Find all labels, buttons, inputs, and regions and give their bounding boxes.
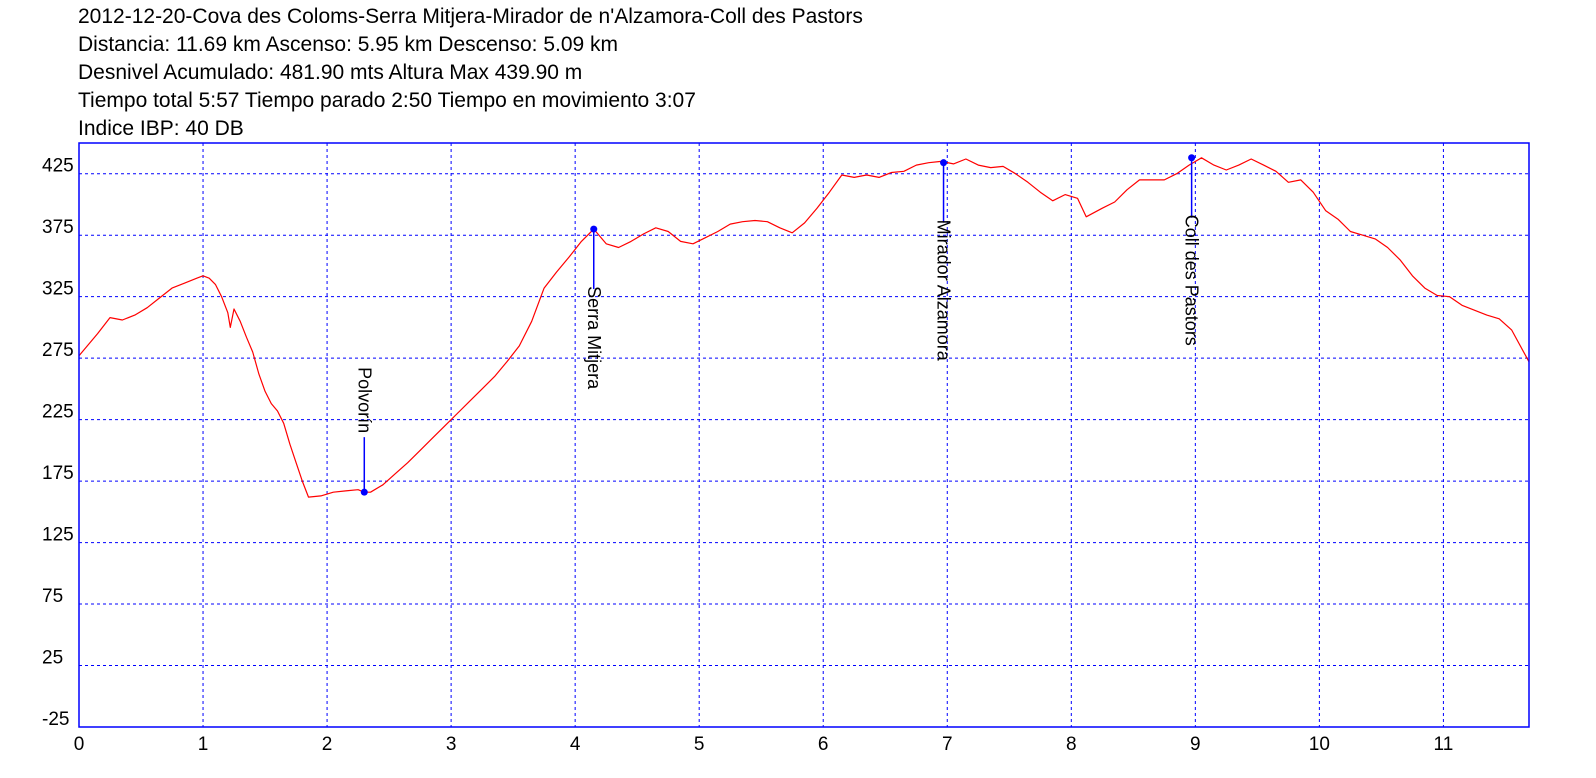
y-tick-label: 175 <box>42 463 74 484</box>
x-tick-label: 2 <box>322 734 333 755</box>
elevation-summary: Desnivel Acumulado: 481.90 mts Altura Ma… <box>78 61 583 84</box>
y-tick-label: 275 <box>42 340 74 361</box>
elevation-line <box>78 157 1530 498</box>
waypoint-label: Polvorín <box>354 367 374 433</box>
y-tick-label: 125 <box>42 525 74 546</box>
y-tick-label: 375 <box>42 217 74 238</box>
y-tick-label: 425 <box>42 156 74 177</box>
waypoint-marker <box>590 225 598 233</box>
y-tick-label: 75 <box>42 586 63 607</box>
grid-lines <box>79 143 1529 727</box>
waypoint-label: Serra Mitjera <box>584 286 604 390</box>
x-tick-label: 0 <box>74 734 85 755</box>
y-tick-label: 25 <box>42 648 63 669</box>
distance-summary: Distancia: 11.69 km Ascenso: 5.95 km Des… <box>78 33 619 56</box>
y-tick-label: 225 <box>42 402 74 423</box>
x-tick-label: 8 <box>1066 734 1077 755</box>
y-tick-label: 325 <box>42 279 74 300</box>
x-tick-label: 7 <box>942 734 953 755</box>
waypoint-marker <box>1188 154 1196 162</box>
ibp-index: Indice IBP: 40 DB <box>78 117 244 140</box>
x-tick-label: 4 <box>570 734 581 755</box>
y-axis-ticks: -25 25 75 125 175 225 275 325 375 425 <box>42 156 74 730</box>
chart-title: 2012-12-20-Cova des Coloms-Serra Mitjera… <box>78 5 863 28</box>
y-tick-label: -25 <box>42 709 69 730</box>
waypoint-marker <box>940 159 948 167</box>
x-axis-ticks: 0 1 2 3 4 5 6 7 8 9 10 11 <box>74 734 1454 755</box>
x-tick-label: 10 <box>1309 734 1330 755</box>
plot-frame <box>78 142 1530 728</box>
x-tick-label: 9 <box>1190 734 1201 755</box>
waypoints-layer: Polvorín Serra Mitjera Mirador Alzamora Col… <box>354 154 1202 496</box>
series-layer <box>78 157 1530 498</box>
waypoint-label: Mirador Alzamora <box>934 220 954 362</box>
x-tick-label: 3 <box>446 734 457 755</box>
time-summary: Tiempo total 5:57 Tiempo parado 2:50 Tie… <box>78 89 696 112</box>
x-tick-label: 6 <box>818 734 829 755</box>
waypoint-label: Coll des Pastors <box>1182 215 1202 346</box>
x-tick-label: 5 <box>694 734 705 755</box>
chart-header: 2012-12-20-Cova des Coloms-Serra Mitjera… <box>78 3 863 143</box>
x-tick-label: 1 <box>198 734 209 755</box>
x-tick-label: 11 <box>1434 734 1454 755</box>
waypoint-marker <box>360 488 368 496</box>
